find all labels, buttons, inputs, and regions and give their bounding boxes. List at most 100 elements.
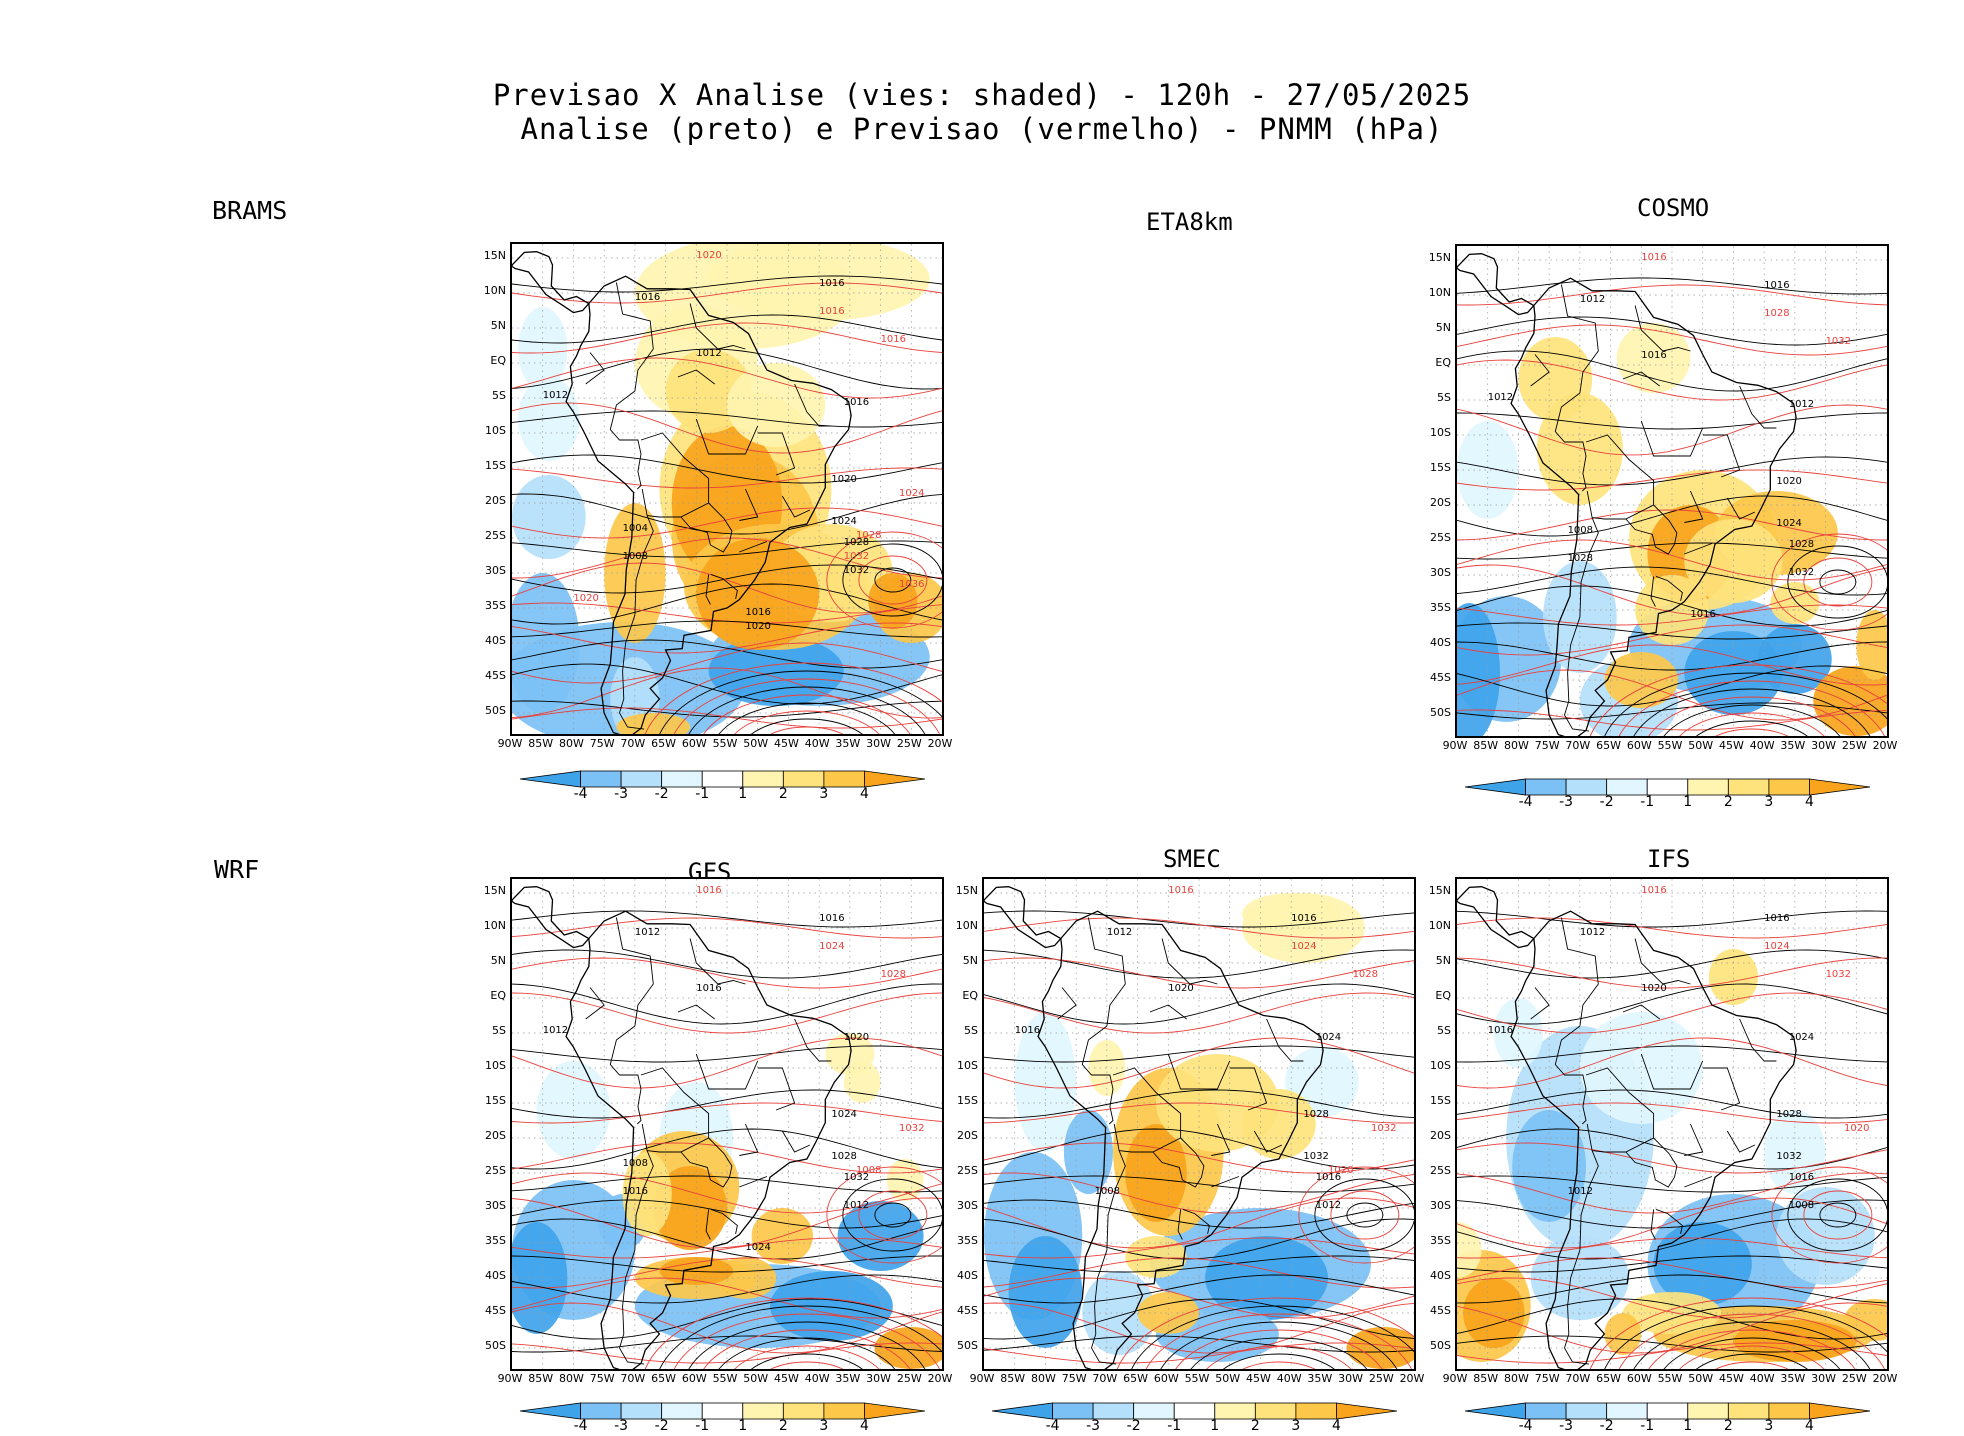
colorbar-segment	[701, 770, 744, 788]
colorbar-label: -4	[1045, 1418, 1060, 1434]
lat-tick-label: 35S	[957, 1234, 978, 1247]
forecast-isobar	[512, 622, 942, 654]
forecast-isobar	[512, 957, 942, 989]
lat-tick-label: 40S	[1430, 636, 1451, 649]
analysis-isobar	[512, 1089, 942, 1119]
analysis-isobar-label: 1008	[1568, 525, 1593, 536]
country-border	[677, 1004, 715, 1020]
analysis-isobar-label: 1020	[831, 474, 856, 485]
analysis-isobar	[512, 620, 942, 638]
forecast-isobar-label: 1016	[696, 885, 721, 896]
country-border	[1229, 1067, 1268, 1111]
country-border	[615, 282, 654, 392]
analysis-isobar-label: 1012	[543, 390, 568, 401]
lon-tick-label: 75W	[589, 1372, 615, 1385]
forecast-isobar	[512, 1257, 942, 1289]
forecast-isobar	[984, 957, 1414, 989]
colorbar-segment	[1768, 1402, 1810, 1420]
analysis-isobar-label: 1016	[1690, 609, 1715, 620]
analysis-isobar-label: 1012	[1488, 392, 1513, 403]
colorbar-label: -2	[1126, 1418, 1141, 1434]
analysis-isobar-label: 1012	[1316, 1200, 1341, 1211]
colorbar-segment	[1565, 778, 1608, 796]
analysis-isobar-label: 1012	[1789, 399, 1814, 410]
analysis-isobar-label: 1012	[635, 927, 660, 938]
analysis-isobar	[984, 983, 1414, 1025]
lon-tick-label: 60W	[1626, 739, 1652, 752]
colorbar-segment	[1768, 778, 1810, 796]
colorbar-segment	[1465, 1402, 1526, 1420]
country-border	[794, 383, 832, 427]
low-isobar	[718, 702, 896, 734]
lon-tick-label: 50W	[1688, 739, 1714, 752]
high-isobar	[1771, 533, 1887, 631]
colorbar-segment	[1254, 1402, 1297, 1420]
country-border	[1739, 1018, 1777, 1062]
bias-blob	[837, 1201, 924, 1271]
analysis-isobar-label: 1024	[831, 516, 856, 527]
central-america-outline	[984, 886, 1062, 949]
forecast-isobar-label: 1016	[1168, 885, 1193, 896]
lat-tick-label: 10S	[1430, 426, 1451, 439]
country-border	[794, 1018, 832, 1062]
lat-tick-label: 30S	[1430, 566, 1451, 579]
lon-tick-label: 30W	[1811, 1372, 1836, 1385]
analysis-isobar-label: 1012	[1568, 1186, 1593, 1197]
lon-tick-label: 55W	[1657, 1372, 1683, 1385]
lat-tick-label: 40S	[957, 1269, 978, 1282]
map-svg-gfs: 1012 1016 1012 1016 1020 1024 1028 1032 1012 1016…	[512, 879, 942, 1369]
colorbar-label: -3	[614, 1418, 629, 1434]
forecast-isobar	[512, 1172, 942, 1214]
colorbar-label: 4	[1804, 1418, 1814, 1434]
lat-tick-label: 5N	[490, 319, 506, 332]
forecast-isobar	[512, 917, 942, 939]
country-border	[695, 1053, 759, 1090]
high-isobar	[1803, 1190, 1873, 1240]
lat-tick-label: 5N	[1435, 321, 1451, 334]
country-border	[1152, 1137, 1205, 1188]
colorbar-label: -1	[695, 786, 710, 802]
country-border	[757, 1067, 796, 1111]
colorbar-label: -3	[1086, 1418, 1101, 1434]
analysis-isobar	[984, 1199, 1414, 1229]
forecast-isobar	[984, 992, 1414, 1034]
lat-tick-label: 15N	[1428, 884, 1451, 897]
country-border	[781, 1130, 811, 1153]
lon-tick-label: 45W	[1718, 1372, 1744, 1385]
low-isobar	[1663, 704, 1841, 736]
colorbar-segment	[864, 1402, 925, 1420]
lon-tick-label: 35W	[1780, 739, 1806, 752]
lat-tick-label: 45S	[485, 1304, 506, 1317]
analysis-isobar-label: 1012	[1580, 294, 1605, 305]
forecast-isobar	[512, 402, 942, 454]
analysis-isobar-label: 1028	[1789, 539, 1814, 550]
country-border	[1530, 987, 1550, 1020]
analysis-isobar	[1457, 1218, 1887, 1260]
lon-tick-label: 85W	[528, 737, 554, 750]
lat-tick-label: 40S	[1430, 1269, 1451, 1282]
lon-tick-label: 30W	[1811, 739, 1836, 752]
forecast-isobar-label: 1036	[899, 579, 924, 590]
country-border	[705, 574, 711, 605]
forecast-isobar-label: 1008	[856, 1165, 881, 1176]
forecast-isobar	[1457, 917, 1887, 939]
lat-tick-label: EQ	[490, 354, 506, 367]
low-isobar	[1145, 1313, 1412, 1369]
bias-blob	[653, 1166, 727, 1250]
forecast-isobar	[512, 1197, 942, 1249]
lon-tick-label: 90W	[969, 1372, 995, 1385]
country-border	[640, 1067, 710, 1153]
forecast-isobar	[512, 1277, 942, 1319]
country-border	[1177, 1209, 1183, 1240]
bias-blob	[1463, 1278, 1525, 1348]
south-america-outline	[565, 275, 852, 734]
low-isobar	[688, 1321, 926, 1369]
analysis-isobar	[1457, 456, 1887, 486]
forecast-isobar	[1457, 604, 1887, 626]
colorbar-label: -1	[1640, 794, 1655, 810]
analysis-isobar-label: 1016	[1015, 1025, 1040, 1036]
low-isobar	[644, 662, 942, 734]
low-isobar	[1604, 672, 1887, 736]
low-isobar	[1633, 1321, 1871, 1369]
bias-blob	[843, 1061, 881, 1103]
